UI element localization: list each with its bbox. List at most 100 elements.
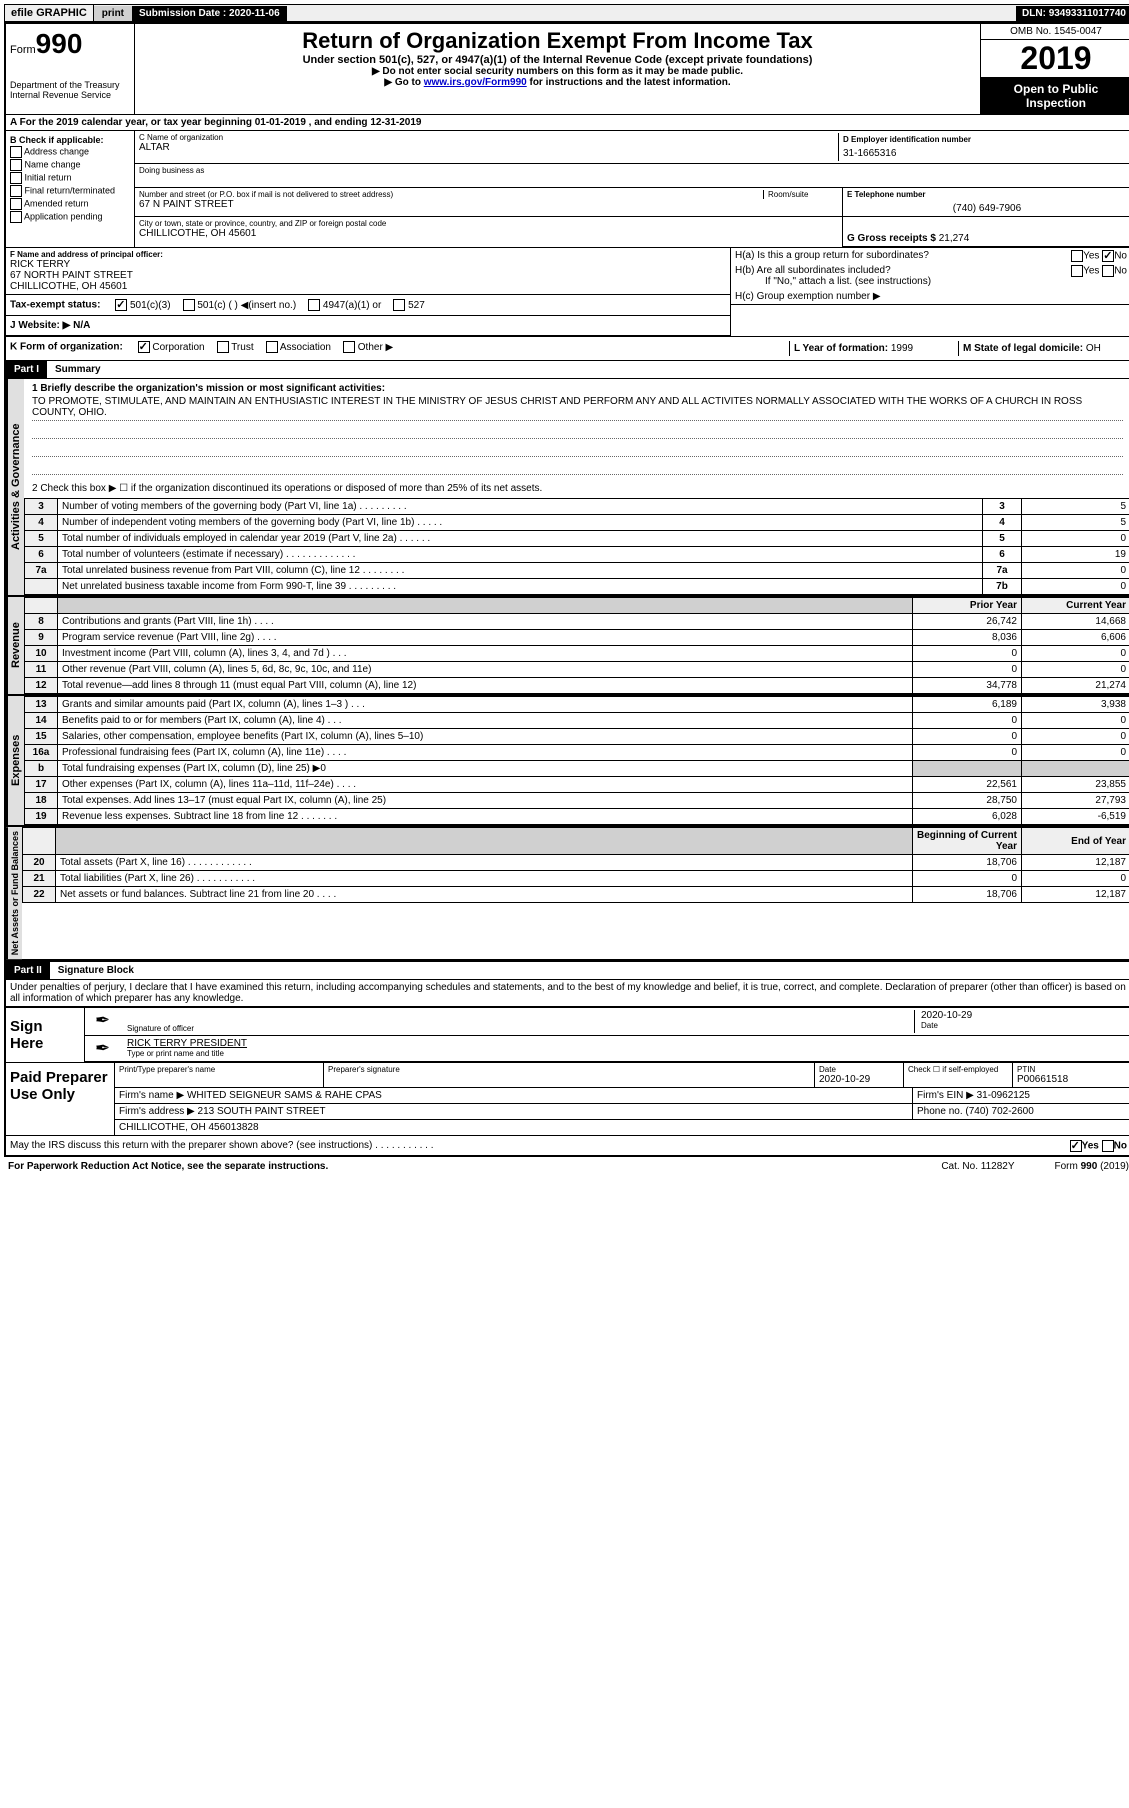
expenses-section: Expenses 13Grants and similar amounts pa… — [6, 696, 1129, 827]
sig-date: 2020-10-29 — [921, 1010, 1121, 1021]
section-g: G Gross receipts $ 21,274 — [843, 217, 1129, 247]
table-row: Net unrelated business taxable income fr… — [25, 579, 1129, 595]
table-row: 6Total number of volunteers (estimate if… — [25, 547, 1129, 563]
tax-status-1: 501(c) ( ) ◀(insert no.) — [183, 300, 297, 311]
section-i: Tax-exempt status: 501(c)(3) 501(c) ( ) … — [6, 295, 730, 316]
activities-governance-section: Activities & Governance 1 Briefly descri… — [6, 379, 1129, 597]
table-row: 8Contributions and grants (Part VIII, li… — [25, 614, 1129, 630]
net-assets-table: Beginning of Current YearEnd of Year20To… — [22, 827, 1129, 903]
submission-date: Submission Date : 2020-11-06 — [133, 6, 287, 21]
section-e: E Telephone number (740) 649-7906 — [843, 188, 1129, 216]
street-address: 67 N PAINT STREET — [139, 199, 838, 210]
form-subtitle: Under section 501(c), 527, or 4947(a)(1)… — [139, 54, 976, 66]
net-assets-section: Net Assets or Fund Balances Beginning of… — [6, 827, 1129, 961]
discuss-row: May the IRS discuss this return with the… — [6, 1135, 1129, 1155]
table-row: 9Program service revenue (Part VIII, lin… — [25, 630, 1129, 646]
table-row: 18Total expenses. Add lines 13–17 (must … — [25, 793, 1129, 809]
governance-table: 3Number of voting members of the governi… — [24, 498, 1129, 595]
sign-here-label: Sign Here — [6, 1008, 85, 1062]
tax-status-3: 527 — [393, 300, 424, 311]
firm-ein: 31-0962125 — [977, 1090, 1030, 1101]
section-f: F Name and address of principal officer:… — [6, 248, 730, 295]
table-row: 7aTotal unrelated business revenue from … — [25, 563, 1129, 579]
tax-year: 2019 — [981, 40, 1129, 78]
sig-name: RICK TERRY PRESIDENT — [127, 1038, 1121, 1049]
table-row: 20Total assets (Part X, line 16) . . . .… — [23, 855, 1129, 871]
section-c-name: C Name of organization ALTAR — [139, 133, 839, 161]
form-header: Form990 Department of the Treasury Inter… — [6, 24, 1129, 115]
open-public: Open to PublicInspection — [981, 78, 1129, 114]
checkbox-address-change: Address change — [10, 146, 130, 158]
table-row: 5Total number of individuals employed in… — [25, 531, 1129, 547]
website: N/A — [73, 320, 90, 331]
table-row: bTotal fundraising expenses (Part IX, co… — [25, 761, 1129, 777]
checkbox-final-return-terminated: Final return/terminated — [10, 185, 130, 197]
section-c-addr: Number and street (or P.O. box if mail i… — [135, 188, 843, 216]
line-2: 2 Check this box ▶ ☐ if the organization… — [24, 479, 1129, 498]
table-row: 21Total liabilities (Part X, line 26) . … — [23, 871, 1129, 887]
table-row: 13Grants and similar amounts paid (Part … — [25, 697, 1129, 713]
table-row: 10Investment income (Part VIII, column (… — [25, 646, 1129, 662]
section-k: K Form of organization: Corporation Trus… — [10, 341, 789, 356]
dba: Doing business as — [135, 164, 1129, 188]
table-row: 3Number of voting members of the governi… — [25, 499, 1129, 515]
org-form-0: Corporation — [138, 342, 205, 353]
section-h-c: H(c) Group exemption number ▶ — [731, 289, 1129, 305]
form-number: Form990 — [10, 28, 130, 60]
org-form-3: Other ▶ — [343, 342, 393, 353]
section-b: B Check if applicable: Address change Na… — [6, 131, 135, 247]
mission-box: 1 Briefly describe the organization's mi… — [24, 379, 1129, 479]
org-form-2: Association — [266, 342, 331, 353]
tax-status-0: 501(c)(3) — [115, 300, 170, 311]
top-bar: efile GRAPHIC print Submission Date : 20… — [4, 4, 1129, 22]
section-l: L Year of formation: 1999 — [789, 341, 958, 356]
irs-link[interactable]: www.irs.gov/Form990 — [424, 77, 527, 88]
part-1-header: Part ISummary — [6, 360, 1129, 379]
section-d: D Employer identification number 31-1665… — [839, 133, 1127, 161]
table-row: 16aProfessional fundraising fees (Part I… — [25, 745, 1129, 761]
omb-number: OMB No. 1545-0047 — [981, 24, 1129, 40]
section-b-c-d: B Check if applicable: Address change Na… — [6, 131, 1129, 247]
org-form-1: Trust — [217, 342, 254, 353]
perjury-declaration: Under penalties of perjury, I declare th… — [6, 980, 1129, 1006]
ptin: P00661518 — [1017, 1074, 1127, 1085]
table-row: 19Revenue less expenses. Subtract line 1… — [25, 809, 1129, 825]
city-state-zip: CHILLICOTHE, OH 45601 — [139, 228, 838, 239]
form-title: Return of Organization Exempt From Incom… — [139, 28, 976, 54]
mission-text: TO PROMOTE, STIMULATE, AND MAINTAIN AN E… — [32, 394, 1123, 421]
print-button[interactable]: print — [94, 6, 133, 21]
checkbox-name-change: Name change — [10, 159, 130, 171]
checkbox-amended-return: Amended return — [10, 198, 130, 210]
revenue-table: Prior YearCurrent Year8Contributions and… — [24, 597, 1129, 694]
table-row: 4Number of independent voting members of… — [25, 515, 1129, 531]
tax-status-2: 4947(a)(1) or — [308, 300, 381, 311]
firm-addr: 213 SOUTH PAINT STREET — [198, 1106, 326, 1117]
signature-block: Sign Here ✒ Signature of officer 2020-10… — [6, 1006, 1129, 1155]
goto-note: ▶ Go to www.irs.gov/Form990 for instruct… — [139, 77, 976, 88]
section-j: J Website: ▶ N/A — [6, 316, 730, 336]
table-row: 17Other expenses (Part IX, column (A), l… — [25, 777, 1129, 793]
part-2-header: Part IISignature Block — [6, 961, 1129, 980]
table-row: 14Benefits paid to or for members (Part … — [25, 713, 1129, 729]
section-m: M State of legal domicile: OH — [958, 341, 1127, 356]
telephone: (740) 649-7906 — [847, 199, 1127, 214]
revenue-section: Revenue Prior YearCurrent Year8Contribut… — [6, 597, 1129, 696]
section-h-a: H(a) Is this a group return for subordin… — [731, 248, 1129, 263]
table-row: 15Salaries, other compensation, employee… — [25, 729, 1129, 745]
officer-name: RICK TERRY — [10, 259, 726, 270]
paid-preparer-block: Paid Preparer Use Only Print/Type prepar… — [6, 1062, 1129, 1135]
checkbox-application-pending: Application pending — [10, 211, 130, 223]
form-container: Form990 Department of the Treasury Inter… — [4, 22, 1129, 1157]
dept-treasury: Department of the Treasury Internal Reve… — [10, 80, 130, 100]
table-row: 12Total revenue—add lines 8 through 11 (… — [25, 678, 1129, 694]
page-footer: For Paperwork Reduction Act Notice, see … — [4, 1157, 1129, 1176]
dln: DLN: 93493311017740 — [1016, 6, 1129, 21]
table-row: 22Net assets or fund balances. Subtract … — [23, 887, 1129, 903]
expenses-table: 13Grants and similar amounts paid (Part … — [24, 696, 1129, 825]
efile-label: efile GRAPHIC — [5, 5, 94, 21]
gross-receipts: 21,274 — [939, 233, 970, 244]
table-row: 11Other revenue (Part VIII, column (A), … — [25, 662, 1129, 678]
ssn-note: ▶ Do not enter social security numbers o… — [139, 66, 976, 77]
firm-phone: (740) 702-2600 — [965, 1106, 1033, 1117]
section-c-city: City or town, state or province, country… — [135, 217, 843, 247]
